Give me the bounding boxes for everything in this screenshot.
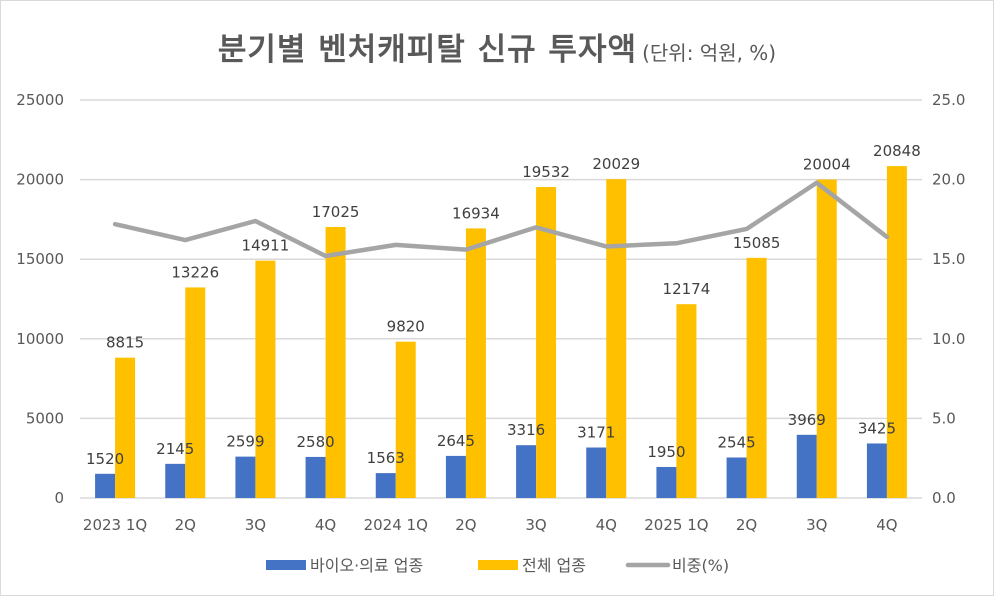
y-right-tick-label: 20.0 (932, 171, 965, 189)
bar-bio-medical (235, 456, 256, 498)
y-left-tick-label: 20000 (16, 171, 64, 189)
x-tick-label: 3Q (806, 516, 827, 534)
data-label-total: 13226 (171, 263, 219, 281)
bar-bio-medical (516, 445, 537, 498)
data-label-bio-medical: 1520 (86, 450, 124, 468)
bar-total (115, 357, 136, 498)
y-left-tick-label: 5000 (26, 409, 64, 427)
bar-bio-medical (726, 457, 747, 498)
y-right-tick-label: 0.0 (932, 489, 956, 507)
x-tick-label: 3Q (525, 516, 546, 534)
x-tick-label: 2Q (736, 516, 757, 534)
data-label-bio-medical: 3425 (858, 419, 896, 437)
bar-total (325, 226, 346, 498)
bars (95, 166, 907, 499)
data-label-bio-medical: 2645 (437, 432, 475, 450)
x-tick-label: 2023 1Q (83, 516, 147, 534)
x-tick-label: 2025 1Q (644, 516, 708, 534)
y-axis-left: 0 5000 10000 15000 20000 25000 (16, 91, 64, 507)
bar-bio-medical (586, 447, 607, 498)
bar-total (536, 187, 557, 498)
y-left-tick-label: 10000 (16, 330, 64, 348)
bar-total (886, 166, 907, 498)
data-label-total: 12174 (663, 280, 711, 298)
data-label-bio-medical: 3316 (507, 421, 545, 439)
chart-subtitle: (단위: 억원, %) (642, 41, 777, 65)
data-label-bio-medical: 1950 (647, 443, 685, 461)
data-label-total: 20004 (803, 156, 851, 174)
bar-total (395, 341, 416, 498)
y-right-tick-label: 5.0 (932, 409, 956, 427)
bar-total (255, 260, 276, 498)
bar-total (465, 228, 486, 499)
bar-bio-medical (95, 473, 116, 498)
data-label-total: 8815 (106, 334, 144, 352)
gridlines (80, 99, 922, 499)
legend: 바이오·의료 업종 전체 업종 비중(%) (266, 556, 729, 575)
bar-bio-medical (165, 463, 186, 498)
chart-title: 분기별 벤처캐피탈 신규 투자액 (217, 32, 637, 68)
bar-bio-medical (375, 473, 396, 498)
y-axis-right: 0.0 5.0 10.0 15.0 20.0 25.0 (932, 91, 965, 507)
x-tick-label: 4Q (315, 516, 336, 534)
y-right-tick-label: 25.0 (932, 91, 965, 109)
data-label-total: 15085 (733, 234, 781, 252)
x-tick-label: 2Q (175, 516, 196, 534)
bar-bio-medical (656, 466, 677, 498)
x-tick-label: 3Q (245, 516, 266, 534)
y-left-tick-label: 25000 (16, 91, 64, 109)
data-label-total: 20848 (873, 142, 921, 160)
data-label-total: 17025 (312, 203, 360, 221)
data-label-bio-medical: 2599 (226, 433, 264, 451)
line-series-ratio (112, 180, 890, 259)
data-label-total: 9820 (387, 318, 425, 336)
data-label-bio-medical: 2145 (156, 440, 194, 458)
ratio-line (112, 180, 890, 259)
x-tick-label: 2Q (455, 516, 476, 534)
bar-total (185, 287, 206, 498)
data-label-bio-medical: 3171 (577, 424, 615, 442)
data-label-bio-medical: 3969 (788, 411, 826, 429)
bar-bio-medical (866, 443, 887, 498)
bar-bio-medical (796, 434, 817, 498)
y-left-tick-label: 15000 (16, 250, 64, 268)
legend-label-ratio: 비중(%) (672, 556, 729, 575)
chart-title-block: 분기별 벤처캐피탈 신규 투자액 (단위: 억원, %) (0, 24, 994, 69)
y-right-tick-label: 15.0 (932, 250, 965, 268)
data-label-bio-medical: 2580 (296, 433, 334, 451)
data-label-bio-medical: 1563 (367, 449, 405, 467)
bar-total (676, 304, 697, 498)
bar-total (816, 179, 837, 498)
data-label-total: 14911 (242, 237, 290, 255)
bar-total (746, 257, 767, 498)
data-labels: 1520 8815 2145 13226 2599 14911 2580 17025 1563 9… (86, 142, 921, 468)
x-axis: 2023 1Q 2Q 3Q 4Q 2024 1Q 2Q 3Q 4Q 2025 1Q 2Q 3Q 4Q (83, 516, 898, 534)
bar-bio-medical (305, 456, 326, 498)
bar-total (606, 179, 627, 499)
data-label-total: 20029 (592, 155, 640, 173)
data-label-bio-medical: 2545 (717, 433, 755, 451)
x-tick-label: 4Q (876, 516, 897, 534)
x-tick-label: 2024 1Q (364, 516, 428, 534)
legend-label-total: 전체 업종 (522, 556, 586, 575)
x-tick-label: 4Q (596, 516, 617, 534)
legend-swatch-total (478, 560, 518, 570)
y-right-tick-label: 10.0 (932, 330, 965, 348)
legend-label-bio-medical: 바이오·의료 업종 (310, 556, 423, 575)
bar-bio-medical (445, 455, 466, 498)
y-left-tick-label: 0 (54, 489, 64, 507)
data-label-total: 16934 (452, 204, 500, 222)
data-label-total: 19532 (522, 163, 570, 181)
legend-swatch-bio-medical (266, 560, 306, 570)
